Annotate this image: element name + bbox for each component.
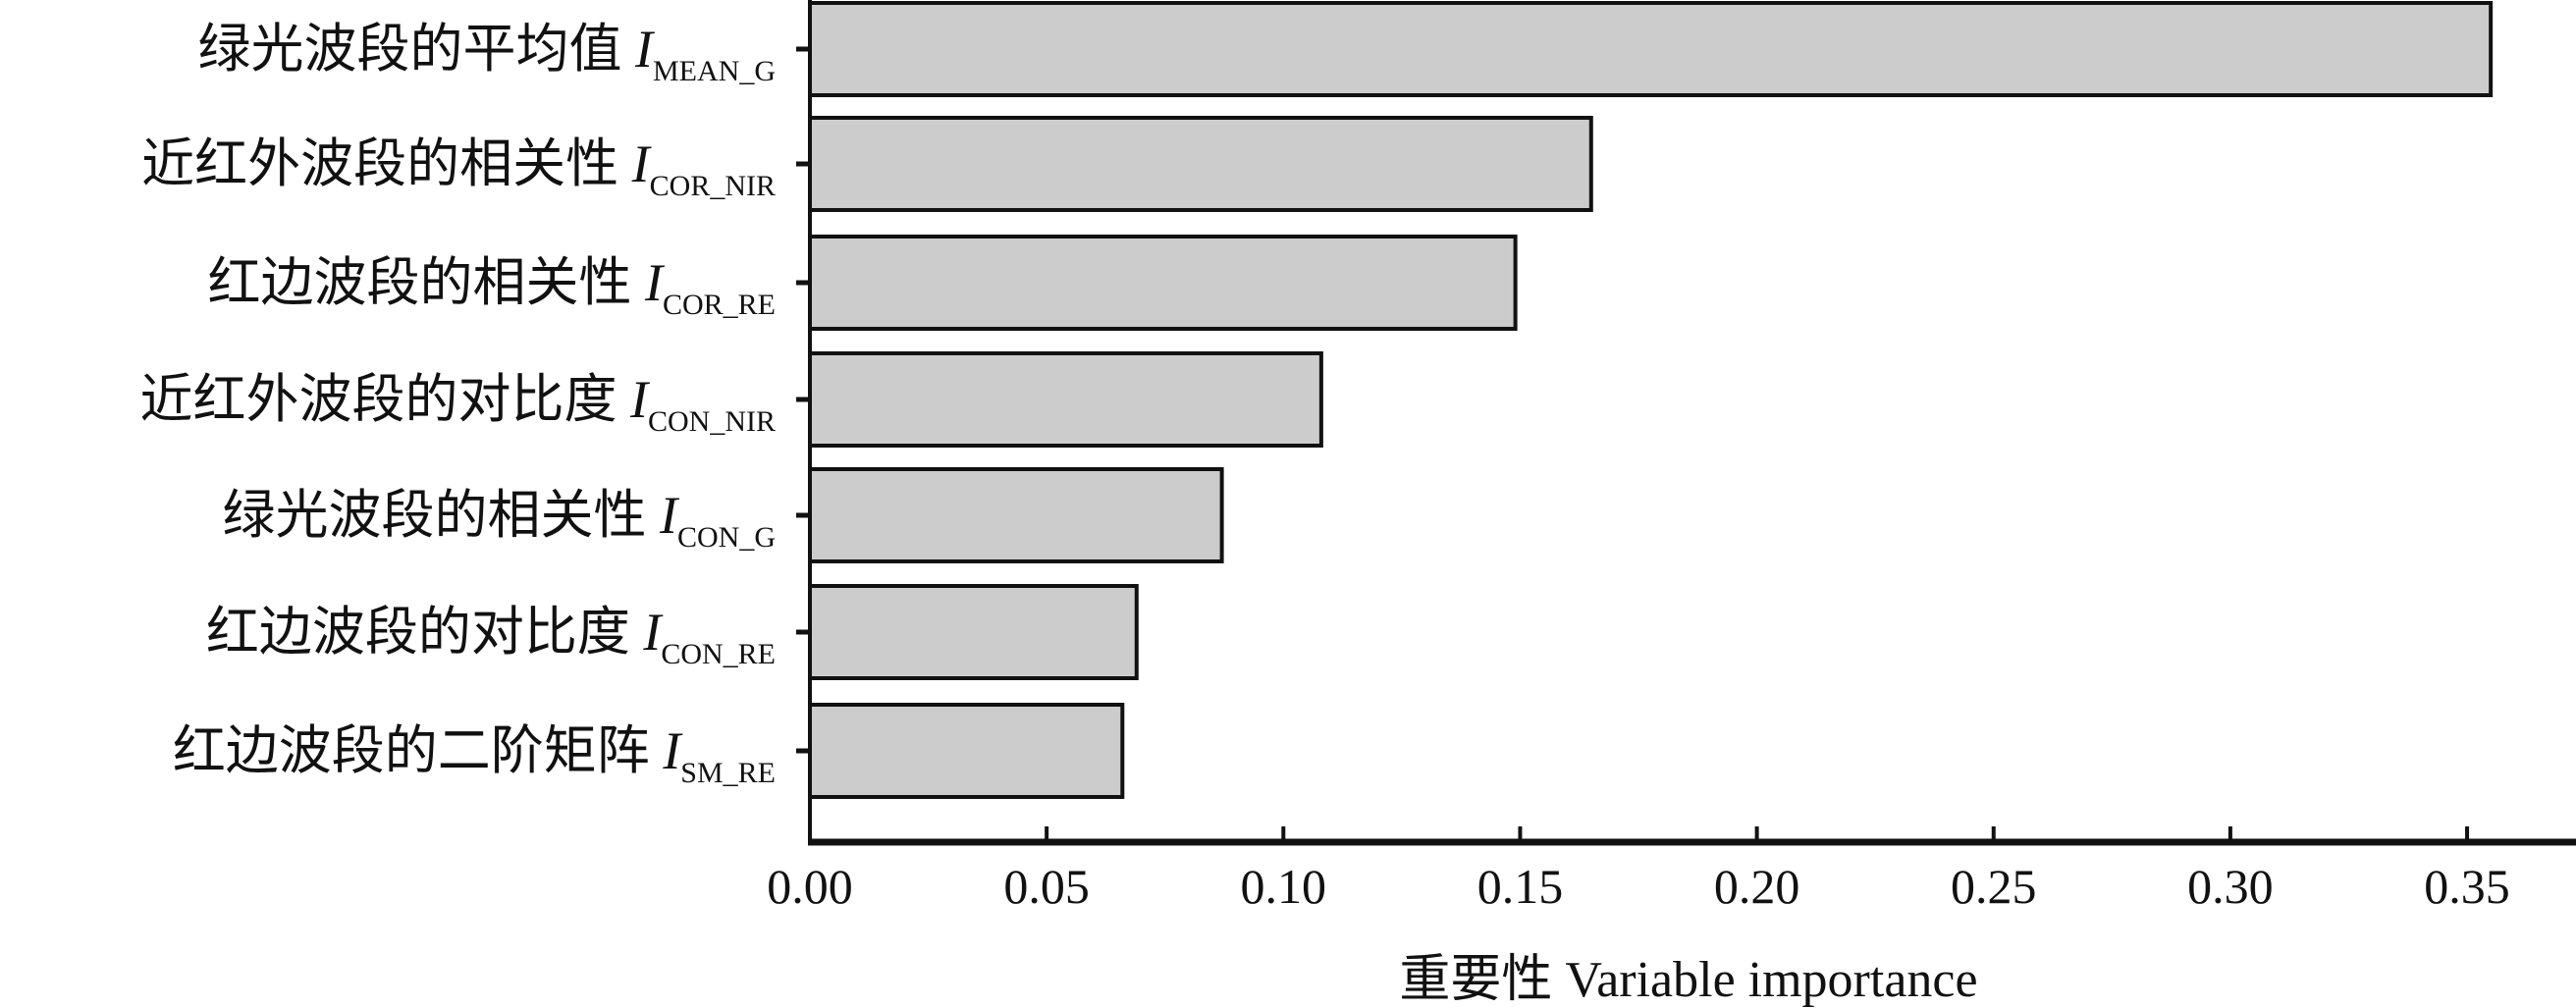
x-tick-label-0.00: 0.00 — [767, 859, 853, 914]
category-label-6: 红边波段的对比度 ICON_RE — [206, 603, 776, 670]
bar-6 — [808, 584, 1139, 680]
x-tick-label-0.25: 0.25 — [1951, 859, 2037, 914]
bar-4 — [808, 351, 1323, 448]
x-tick-label-0.20: 0.20 — [1714, 859, 1800, 914]
bar-5 — [808, 467, 1224, 563]
category-label-4: 近红外波段的对比度 ICON_NIR — [140, 370, 777, 438]
category-label-2: 近红外波段的相关性 ICOR_NIR — [141, 134, 776, 202]
bar-2 — [808, 116, 1593, 212]
bar-3 — [808, 235, 1518, 331]
x-tick-label-0.15: 0.15 — [1477, 859, 1564, 914]
category-label-7: 红边波段的二阶矩阵 ISM_RE — [173, 721, 776, 789]
x-tick-label-0.30: 0.30 — [2187, 859, 2274, 914]
category-label-3: 红边波段的相关性 ICOR_RE — [207, 253, 776, 321]
bar-1 — [808, 1, 2494, 97]
category-label-1: 绿光波段的平均值 IMEAN_G — [198, 20, 776, 87]
bar-7 — [808, 703, 1125, 799]
x-tick-label-0.35: 0.35 — [2424, 859, 2510, 914]
x-tick-label-0.05: 0.05 — [1003, 859, 1090, 914]
category-label-5: 绿光波段的相关性 ICON_G — [223, 486, 777, 554]
x-axis-label: 重要性 Variable importance — [1399, 952, 1977, 1008]
x-tick-label-0.10: 0.10 — [1241, 859, 1327, 914]
